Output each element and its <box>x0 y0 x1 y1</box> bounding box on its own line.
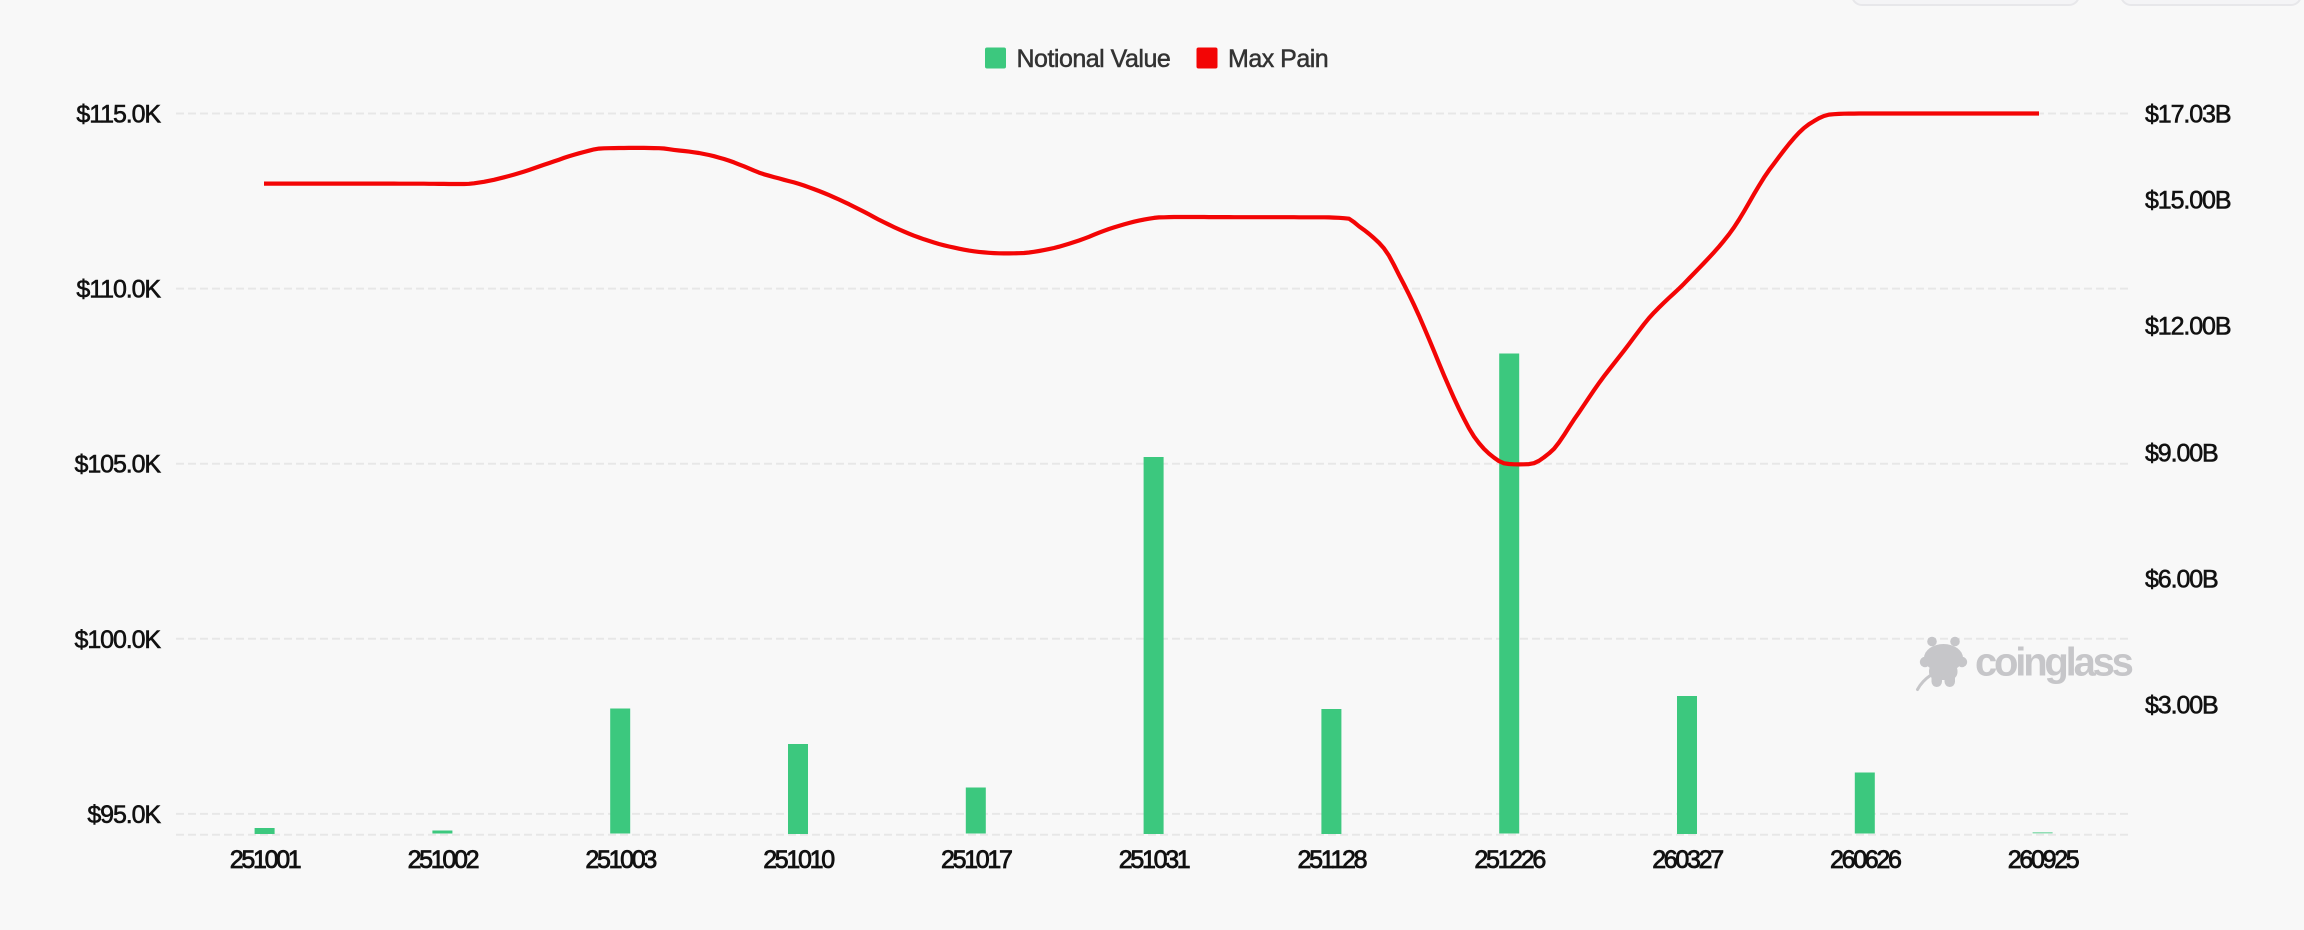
svg-text:Notional Value: Notional Value <box>1017 45 1171 73</box>
svg-text:251226: 251226 <box>1474 846 1545 874</box>
svg-text:$6.00B: $6.00B <box>2145 566 2218 594</box>
svg-text:251002: 251002 <box>408 846 479 874</box>
svg-text:$105.0K: $105.0K <box>75 451 162 479</box>
svg-text:$17.03B: $17.03B <box>2145 101 2231 129</box>
svg-text:251001: 251001 <box>230 846 301 874</box>
svg-text:$100.0K: $100.0K <box>75 626 162 654</box>
svg-text:$3.00B: $3.00B <box>2145 692 2218 720</box>
svg-text:251017: 251017 <box>941 846 1012 874</box>
svg-text:$110.0K: $110.0K <box>76 276 161 304</box>
svg-text:$15.00B: $15.00B <box>2145 186 2231 214</box>
svg-text:260925: 260925 <box>2008 846 2079 874</box>
svg-text:$9.00B: $9.00B <box>2145 439 2218 467</box>
svg-text:Max Pain: Max Pain <box>1228 45 1328 73</box>
svg-text:260626: 260626 <box>1830 846 1901 874</box>
svg-text:$12.00B: $12.00B <box>2145 313 2231 341</box>
svg-text:260327: 260327 <box>1652 846 1723 874</box>
svg-text:$115.0K: $115.0K <box>76 101 161 129</box>
svg-text:251003: 251003 <box>585 846 656 874</box>
svg-text:251010: 251010 <box>763 846 834 874</box>
svg-text:251031: 251031 <box>1119 846 1190 874</box>
svg-text:251128: 251128 <box>1298 846 1367 874</box>
svg-text:$95.0K: $95.0K <box>87 801 161 829</box>
svg-text:coinglass: coinglass <box>1975 641 2133 685</box>
